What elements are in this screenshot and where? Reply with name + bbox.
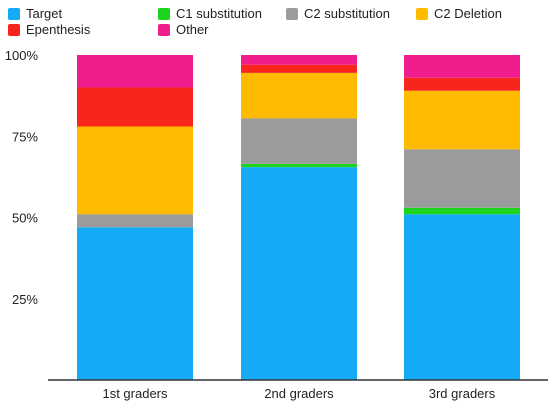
legend-label: C2 substitution <box>304 6 390 21</box>
chart-legend: Target C1 substitution C2 substitution C2 D… <box>0 0 550 40</box>
bar-segment <box>241 167 357 380</box>
legend-label: Target <box>26 6 63 21</box>
bar-segment <box>404 207 520 215</box>
legend-label: C1 substitution <box>176 6 262 21</box>
bar-segment <box>404 149 520 208</box>
y-tick-label: 75% <box>12 129 38 144</box>
x-category-label: 3rd graders <box>429 386 496 401</box>
legend-label: Epenthesis <box>26 22 91 37</box>
y-tick-label: 25% <box>12 292 38 307</box>
bar-segment <box>241 118 357 164</box>
bar-segment <box>241 64 357 73</box>
legend-label: C2 Deletion <box>434 6 502 21</box>
legend-item: Other <box>158 22 209 37</box>
legend-item: C2 substitution <box>286 6 390 21</box>
bar-segment <box>404 214 520 380</box>
bar-segment <box>77 126 193 215</box>
legend-swatch <box>8 7 20 20</box>
legend-item: Target <box>8 6 62 21</box>
legend-swatch <box>416 7 428 20</box>
bar-segment <box>77 87 193 127</box>
bar-segment <box>241 72 357 119</box>
legend-swatch <box>8 23 20 36</box>
legend-label: Other <box>176 22 209 37</box>
bar-segment <box>404 77 520 91</box>
legend-item: Epenthesis <box>8 22 90 37</box>
bar-segment <box>77 227 193 380</box>
legend-swatch <box>286 7 298 20</box>
bar-segment <box>241 163 357 168</box>
bar-segment <box>77 214 193 228</box>
x-category-label: 2nd graders <box>264 386 334 401</box>
bar-segment <box>404 90 520 150</box>
bar-segment <box>77 55 193 88</box>
legend-item: C1 substitution <box>158 6 262 21</box>
legend-swatch <box>158 23 170 36</box>
y-tick-label: 50% <box>12 211 38 226</box>
legend-swatch <box>158 7 170 20</box>
bar-segment <box>241 55 357 65</box>
legend-item: C2 Deletion <box>416 6 502 21</box>
x-category-label: 1st graders <box>102 386 168 401</box>
bar-segment <box>404 55 520 78</box>
y-tick-label: 100% <box>5 48 39 63</box>
